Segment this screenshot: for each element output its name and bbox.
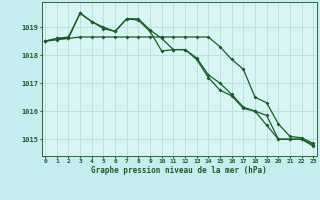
X-axis label: Graphe pression niveau de la mer (hPa): Graphe pression niveau de la mer (hPa) bbox=[91, 166, 267, 175]
